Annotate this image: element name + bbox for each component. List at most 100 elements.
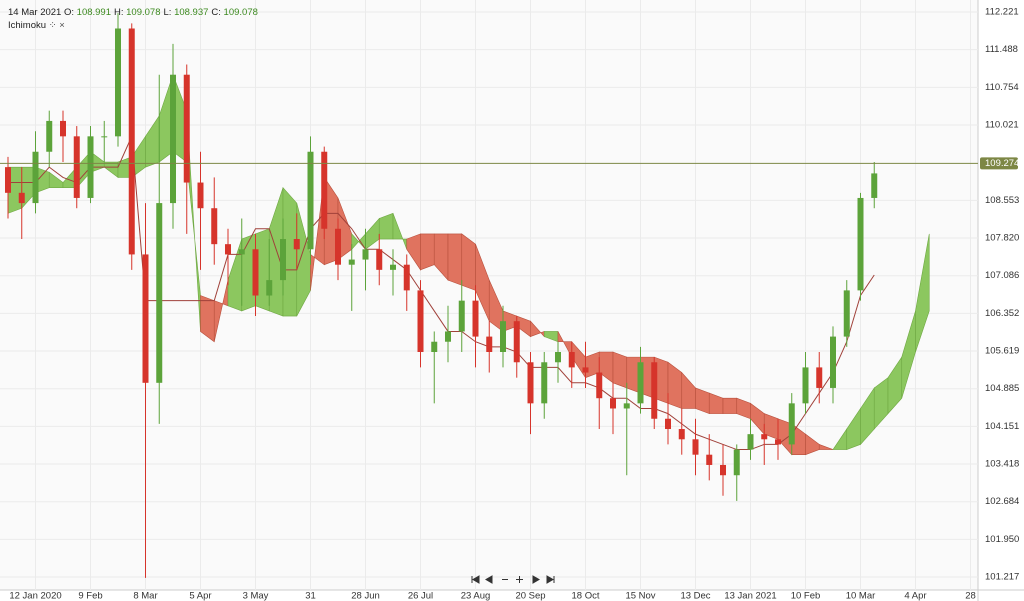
- candle-body: [417, 290, 424, 352]
- candle-body: [596, 372, 603, 399]
- cloud-segment: [447, 233, 463, 286]
- candle-body: [527, 362, 534, 404]
- x-tick-label: 3 May: [243, 591, 269, 601]
- nav-buttons[interactable]: [471, 575, 555, 584]
- candle-body: [513, 321, 520, 363]
- y-tick-label: 103.418: [985, 459, 1019, 470]
- candle-body: [225, 244, 231, 255]
- ohlc-label: H:: [114, 7, 124, 18]
- cloud-segment: [818, 443, 834, 450]
- candle-body: [651, 362, 658, 419]
- x-tick-label: 18 Oct: [572, 591, 600, 601]
- candle-body: [5, 167, 11, 193]
- candle-body: [335, 228, 341, 265]
- candle-body: [733, 449, 740, 476]
- candle-body: [101, 136, 108, 138]
- candle-body: [678, 429, 685, 440]
- candle-body: [183, 74, 190, 183]
- y-tick-label: 102.684: [985, 496, 1019, 507]
- candle-body: [637, 362, 644, 404]
- x-tick-label: 13 Dec: [680, 591, 710, 601]
- candle-body: [623, 403, 630, 409]
- y-tick-label: 108.553: [985, 195, 1019, 206]
- cloud-segment: [612, 351, 628, 389]
- indicator-name: Ichimoku: [8, 20, 47, 31]
- candle-body: [472, 300, 479, 337]
- candle-body: [500, 321, 506, 352]
- candle-body: [60, 120, 66, 137]
- x-tick-label: 20 Sep: [515, 591, 545, 601]
- candle-body: [747, 434, 754, 450]
- cloud-segment: [915, 233, 930, 353]
- nav-next[interactable]: [532, 575, 540, 584]
- candle-body: [720, 464, 726, 476]
- candle-body: [541, 362, 548, 404]
- candle-body: [280, 239, 286, 281]
- candle-body: [170, 74, 176, 204]
- x-tick-label: 28: [965, 591, 976, 601]
- ohlc-label: O:: [63, 7, 75, 18]
- x-tick-label: 15 Nov: [625, 591, 655, 601]
- candle-body: [376, 249, 383, 270]
- candle-body: [692, 439, 699, 455]
- y-tick-label: 111.488: [985, 44, 1018, 55]
- y-tick-label: 105.619: [985, 346, 1019, 357]
- y-tick-label: 112.221: [985, 7, 1019, 18]
- cloud-segment: [461, 233, 476, 291]
- candle-body: [610, 398, 616, 409]
- candle-body: [362, 249, 369, 260]
- candle-body: [857, 197, 864, 291]
- nav-prev[interactable]: [485, 575, 493, 584]
- candle-body: [816, 367, 823, 388]
- x-tick-label: 28 Jun: [351, 591, 380, 601]
- candle-body: [87, 136, 94, 198]
- kijun-line: [8, 136, 875, 451]
- candle-body: [197, 182, 204, 209]
- candle-body: [142, 254, 149, 383]
- ohlc-label: C:: [211, 7, 221, 18]
- candle-body: [802, 367, 809, 404]
- candle-body: [568, 351, 575, 368]
- x-tick-label: 13 Jan 2021: [724, 591, 776, 601]
- candle-body: [830, 336, 836, 388]
- candle-body: [348, 259, 355, 265]
- ohlc-header: 14 Mar 2021 O: 108.991 H: 109.078 L: 108.9…: [8, 6, 261, 20]
- candle-body: [555, 351, 561, 363]
- x-tick-label: 8 Mar: [133, 591, 157, 601]
- x-tick-label: 23 Aug: [461, 591, 491, 601]
- candle-body: [73, 136, 80, 198]
- ohlc-value: 109.078: [126, 7, 161, 18]
- nav-zoom-in[interactable]: [516, 576, 523, 583]
- ohlc-value: 108.937: [174, 7, 209, 18]
- y-tick-label: 101.950: [985, 534, 1019, 545]
- candle-body: [266, 280, 273, 296]
- candle-body: [18, 192, 25, 204]
- candle-body: [211, 208, 218, 245]
- candle-body: [582, 367, 589, 373]
- candle-body: [843, 290, 850, 337]
- nav-first[interactable]: [471, 575, 480, 584]
- candle-body: [445, 331, 451, 342]
- y-tick-label: 104.151: [985, 421, 1019, 432]
- candle-body: [458, 300, 465, 332]
- nav-last[interactable]: [546, 575, 555, 584]
- y-tick-label: 106.352: [985, 308, 1019, 319]
- x-tick-label: 5 Apr: [189, 591, 211, 601]
- x-tick-label: 26 Jul: [408, 591, 433, 601]
- x-tick-label: 10 Feb: [791, 591, 821, 601]
- candle-body: [390, 264, 396, 270]
- candle-body: [32, 151, 39, 204]
- candle-body: [321, 151, 328, 229]
- candle-body: [788, 403, 795, 445]
- price-label: 109.274: [985, 158, 1019, 169]
- candle-body: [128, 28, 135, 255]
- candle-body: [46, 120, 53, 152]
- y-tick-label: 107.820: [985, 233, 1019, 244]
- candle-body: [156, 203, 163, 383]
- x-tick-label: 4 Apr: [904, 591, 926, 601]
- candle-body: [431, 341, 438, 352]
- x-tick-label: 31: [305, 591, 316, 601]
- y-tick-label: 104.885: [985, 383, 1019, 394]
